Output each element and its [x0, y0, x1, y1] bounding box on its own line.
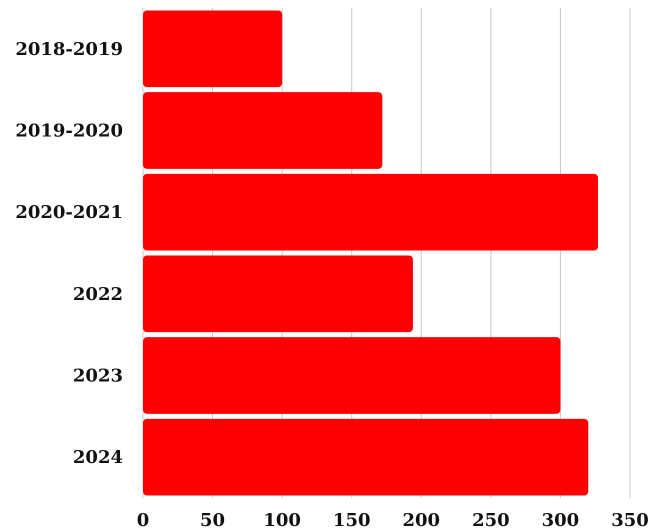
category-label: 2022 [73, 284, 123, 305]
bar-2019-2020 [143, 92, 383, 169]
x-tick-label: 250 [472, 510, 510, 531]
x-tick-label: 300 [542, 510, 580, 531]
x-tick-label: 100 [263, 510, 301, 531]
category-label: 2023 [73, 366, 123, 387]
category-label: 2020-2021 [15, 202, 123, 223]
bar-2018-2019 [143, 10, 283, 88]
bar-2024 [143, 418, 589, 496]
bars [143, 10, 598, 496]
category-label: 2019-2020 [15, 121, 123, 142]
bar-2023 [143, 337, 561, 414]
x-tick-label: 50 [200, 510, 225, 531]
category-label: 2024 [73, 447, 123, 468]
x-axis-tick-labels: 0 50 100 150 200 250 300 350 [137, 510, 649, 531]
grid-lines [142, 8, 631, 498]
category-label: 2018-2019 [15, 39, 123, 60]
bar-2020-2021 [143, 173, 598, 251]
category-labels: 2018-2019 2019-2020 2020-2021 2022 2023 2024 [15, 39, 123, 468]
x-tick-label: 150 [333, 510, 371, 531]
x-tick-label: 200 [402, 510, 440, 531]
x-tick-label: 0 [137, 510, 150, 531]
bar-2022 [143, 255, 413, 333]
x-tick-label: 350 [611, 510, 649, 531]
